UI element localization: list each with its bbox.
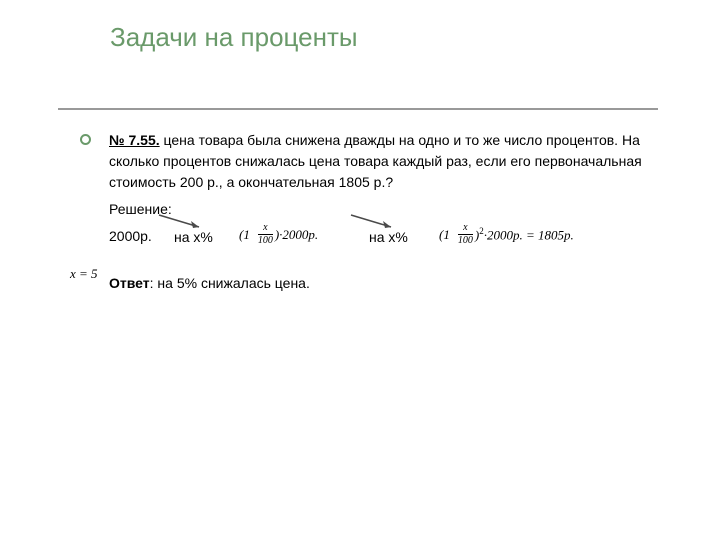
solution-row: 2000р. на х% (1 x 100 )·2000р. на х% (1 … [109, 221, 660, 251]
formula-2: (1 x 100 )2·2000р. = 1805р. [439, 223, 574, 246]
solution-step-2: на х% [369, 229, 408, 245]
formula1-prefix: (1 [239, 227, 250, 243]
content-area: № 7.55. цена товара была снижена дважды … [80, 130, 660, 291]
fraction-2: x 100 [458, 223, 473, 246]
solution-start: 2000р. [109, 228, 152, 244]
answer-text: : на 5% снижалась цена. [150, 275, 310, 291]
problem-body: цена товара была снижена дважды на одно … [109, 132, 642, 190]
formula2-prefix: (1 [439, 227, 450, 243]
divider [58, 108, 658, 110]
page-title: Задачи на проценты [110, 22, 358, 53]
bullet-icon [80, 134, 91, 145]
problem-text: № 7.55. цена товара была снижена дважды … [109, 130, 660, 193]
fraction-1: x 100 [258, 223, 273, 246]
solution-step-1: на х% [174, 229, 213, 245]
problem-number: № 7.55. [109, 132, 160, 148]
problem-row: № 7.55. цена товара была снижена дважды … [80, 130, 660, 193]
x-equals-5: x = 5 [70, 266, 98, 282]
formula-1: (1 x 100 )·2000р. [239, 223, 318, 246]
formula1-suffix: )·2000р. [275, 227, 318, 243]
formula2-suffix: )2·2000р. = 1805р. [475, 226, 574, 243]
answer-block: Ответ: на 5% снижалась цена. [109, 275, 339, 291]
answer-label: Ответ [109, 275, 150, 291]
